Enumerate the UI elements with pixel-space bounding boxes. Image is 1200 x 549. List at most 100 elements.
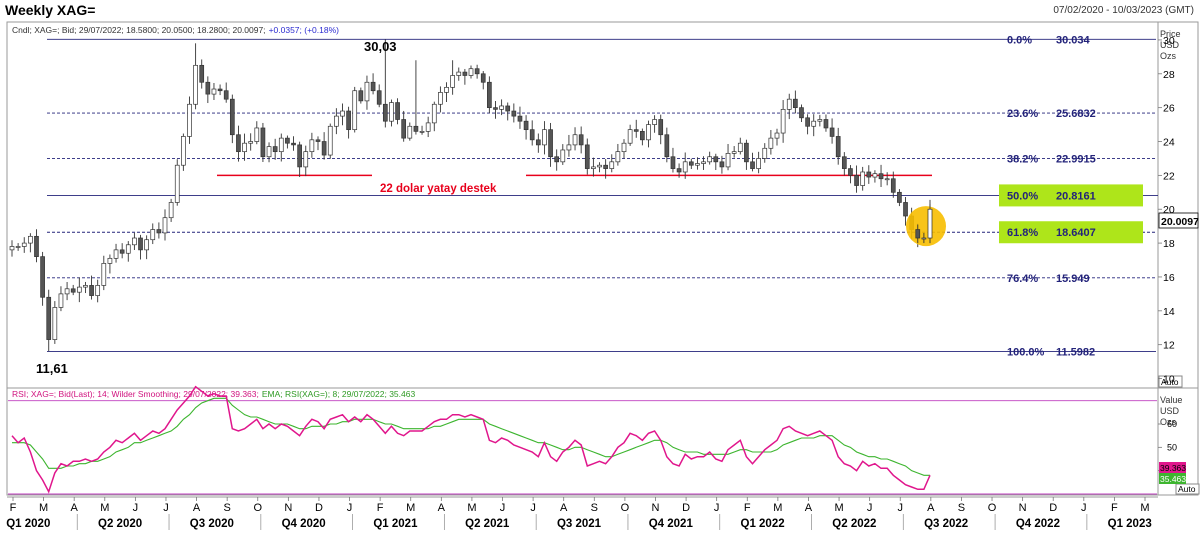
candle-body [168, 202, 174, 219]
month-label: O [988, 502, 997, 514]
candle-body [425, 122, 431, 132]
y-tick-label: 10 [1163, 374, 1175, 386]
y-tick-label: 12 [1163, 340, 1175, 352]
month-label: M [406, 502, 415, 514]
rsi-auto-button[interactable] [1175, 483, 1200, 495]
fib-pct-label: 23.6% [1007, 108, 1038, 120]
candle-body [278, 137, 284, 153]
candle-body [584, 144, 590, 169]
y-tick-label: 24 [1163, 137, 1175, 149]
candle-body [125, 244, 131, 254]
candle-body [646, 124, 651, 141]
month-label: M [834, 502, 843, 514]
candle-body [505, 105, 511, 112]
price-auto-label: Auto [1161, 377, 1179, 387]
candle-body [156, 229, 162, 234]
rsi-axis-frame [1157, 387, 1199, 496]
rsi-panel-frame [6, 387, 1159, 496]
candle-body [95, 285, 101, 296]
candle-body [419, 131, 425, 133]
candle-body [236, 134, 241, 153]
candle-body [658, 119, 664, 136]
candle-body [187, 103, 192, 137]
candle-body [174, 164, 180, 203]
month-label: M [100, 502, 109, 514]
month-label: D [315, 502, 323, 514]
month-label: A [805, 502, 813, 514]
candle-body [676, 168, 682, 173]
candle-body [707, 156, 713, 163]
candle-body [835, 136, 841, 158]
candle-body [811, 120, 817, 127]
fib-value-label: 20.8161 [1056, 190, 1096, 202]
month-label: N [284, 502, 292, 514]
candle-body [272, 146, 278, 153]
candle-body [285, 137, 290, 144]
x-axis: F M A M J J A S O N D J F M A M J J A S O N D J F M A M J J A S O N D J F M Q1… [6, 496, 1158, 530]
month-label: J [347, 502, 353, 514]
month-label: N [1019, 502, 1027, 514]
month-label: O [253, 502, 262, 514]
candle-body [793, 98, 798, 109]
candle-body [529, 129, 535, 141]
candle-body [548, 129, 553, 158]
candle-body [731, 151, 737, 154]
candle-body [633, 129, 639, 132]
price-auto-button[interactable] [1158, 375, 1183, 388]
candle-body [211, 88, 217, 95]
chart-title: Weekly XAG= [5, 2, 96, 18]
candle-body [915, 229, 921, 239]
candle-body [107, 257, 113, 264]
candle-body [774, 132, 780, 139]
quarter-label: Q3 2020 [190, 518, 234, 530]
month-label: J [163, 502, 169, 514]
price-legend-change: +0.0357; (+0.18%) [269, 25, 340, 35]
month-label: J [897, 502, 903, 514]
ema-last-flag [1159, 473, 1186, 484]
candle-body [309, 139, 315, 153]
candle-body [805, 117, 810, 127]
month-label: J [530, 502, 536, 514]
candle-body [334, 115, 339, 127]
candle-body [401, 119, 407, 139]
candle-body [113, 249, 119, 259]
candle-body [841, 156, 847, 169]
candle-body [260, 127, 266, 158]
candle-body [83, 285, 88, 288]
quarter-label: Q1 2023 [1108, 518, 1152, 530]
candle-body [52, 307, 58, 340]
fib-pct-label: 50.0% [1007, 190, 1038, 202]
candle-body [468, 68, 474, 76]
candle-body [609, 161, 615, 169]
candle-body [132, 237, 137, 246]
month-label: M [39, 502, 48, 514]
title-bar: Weekly XAG= 07/02/2020 - 10/03/2023 (GMT… [0, 0, 1200, 22]
candle-body [229, 98, 235, 136]
rsi-plot: 605040 [8, 385, 1177, 495]
y-tick-label: 20 [1163, 204, 1175, 216]
candle-body [493, 107, 498, 110]
month-label: A [193, 502, 201, 514]
candle-body [780, 108, 786, 134]
candle-body [456, 71, 462, 76]
fib-value-label: 11.5982 [1056, 346, 1095, 358]
candle-body [688, 161, 694, 166]
month-label: F [1111, 502, 1118, 514]
candle-body [199, 64, 205, 83]
candle-body [58, 293, 64, 308]
candle-body [327, 125, 333, 156]
candle-body [291, 142, 296, 146]
price-axis-title-3: Ozs [1160, 51, 1177, 61]
month-label: S [958, 502, 965, 514]
candle-body [878, 173, 884, 180]
last-price-flag [1158, 212, 1199, 229]
rsi-legend-rsi: RSI; XAG=; Bid(Last); 14; Wilder Smoothi… [12, 389, 259, 399]
candle-body [884, 178, 890, 181]
rsi-axis-title-2: USD [1160, 406, 1180, 416]
candle-body [321, 141, 327, 156]
candle-body [829, 127, 835, 137]
month-label: F [10, 502, 17, 514]
candle-body [890, 178, 896, 193]
candle-body [713, 156, 719, 163]
